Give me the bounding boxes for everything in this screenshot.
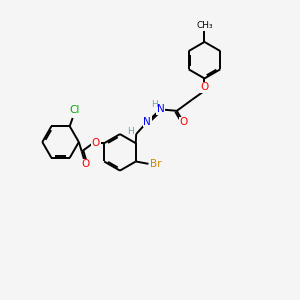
Text: O: O <box>92 138 100 148</box>
Text: Cl: Cl <box>69 105 79 115</box>
Text: N: N <box>157 104 164 114</box>
Text: CH₃: CH₃ <box>196 21 213 30</box>
Text: O: O <box>179 117 188 127</box>
Text: O: O <box>200 82 208 92</box>
Text: N: N <box>143 117 151 127</box>
Text: O: O <box>81 159 89 170</box>
Text: H: H <box>151 100 158 109</box>
Text: H: H <box>127 127 134 136</box>
Text: Br: Br <box>150 159 161 170</box>
